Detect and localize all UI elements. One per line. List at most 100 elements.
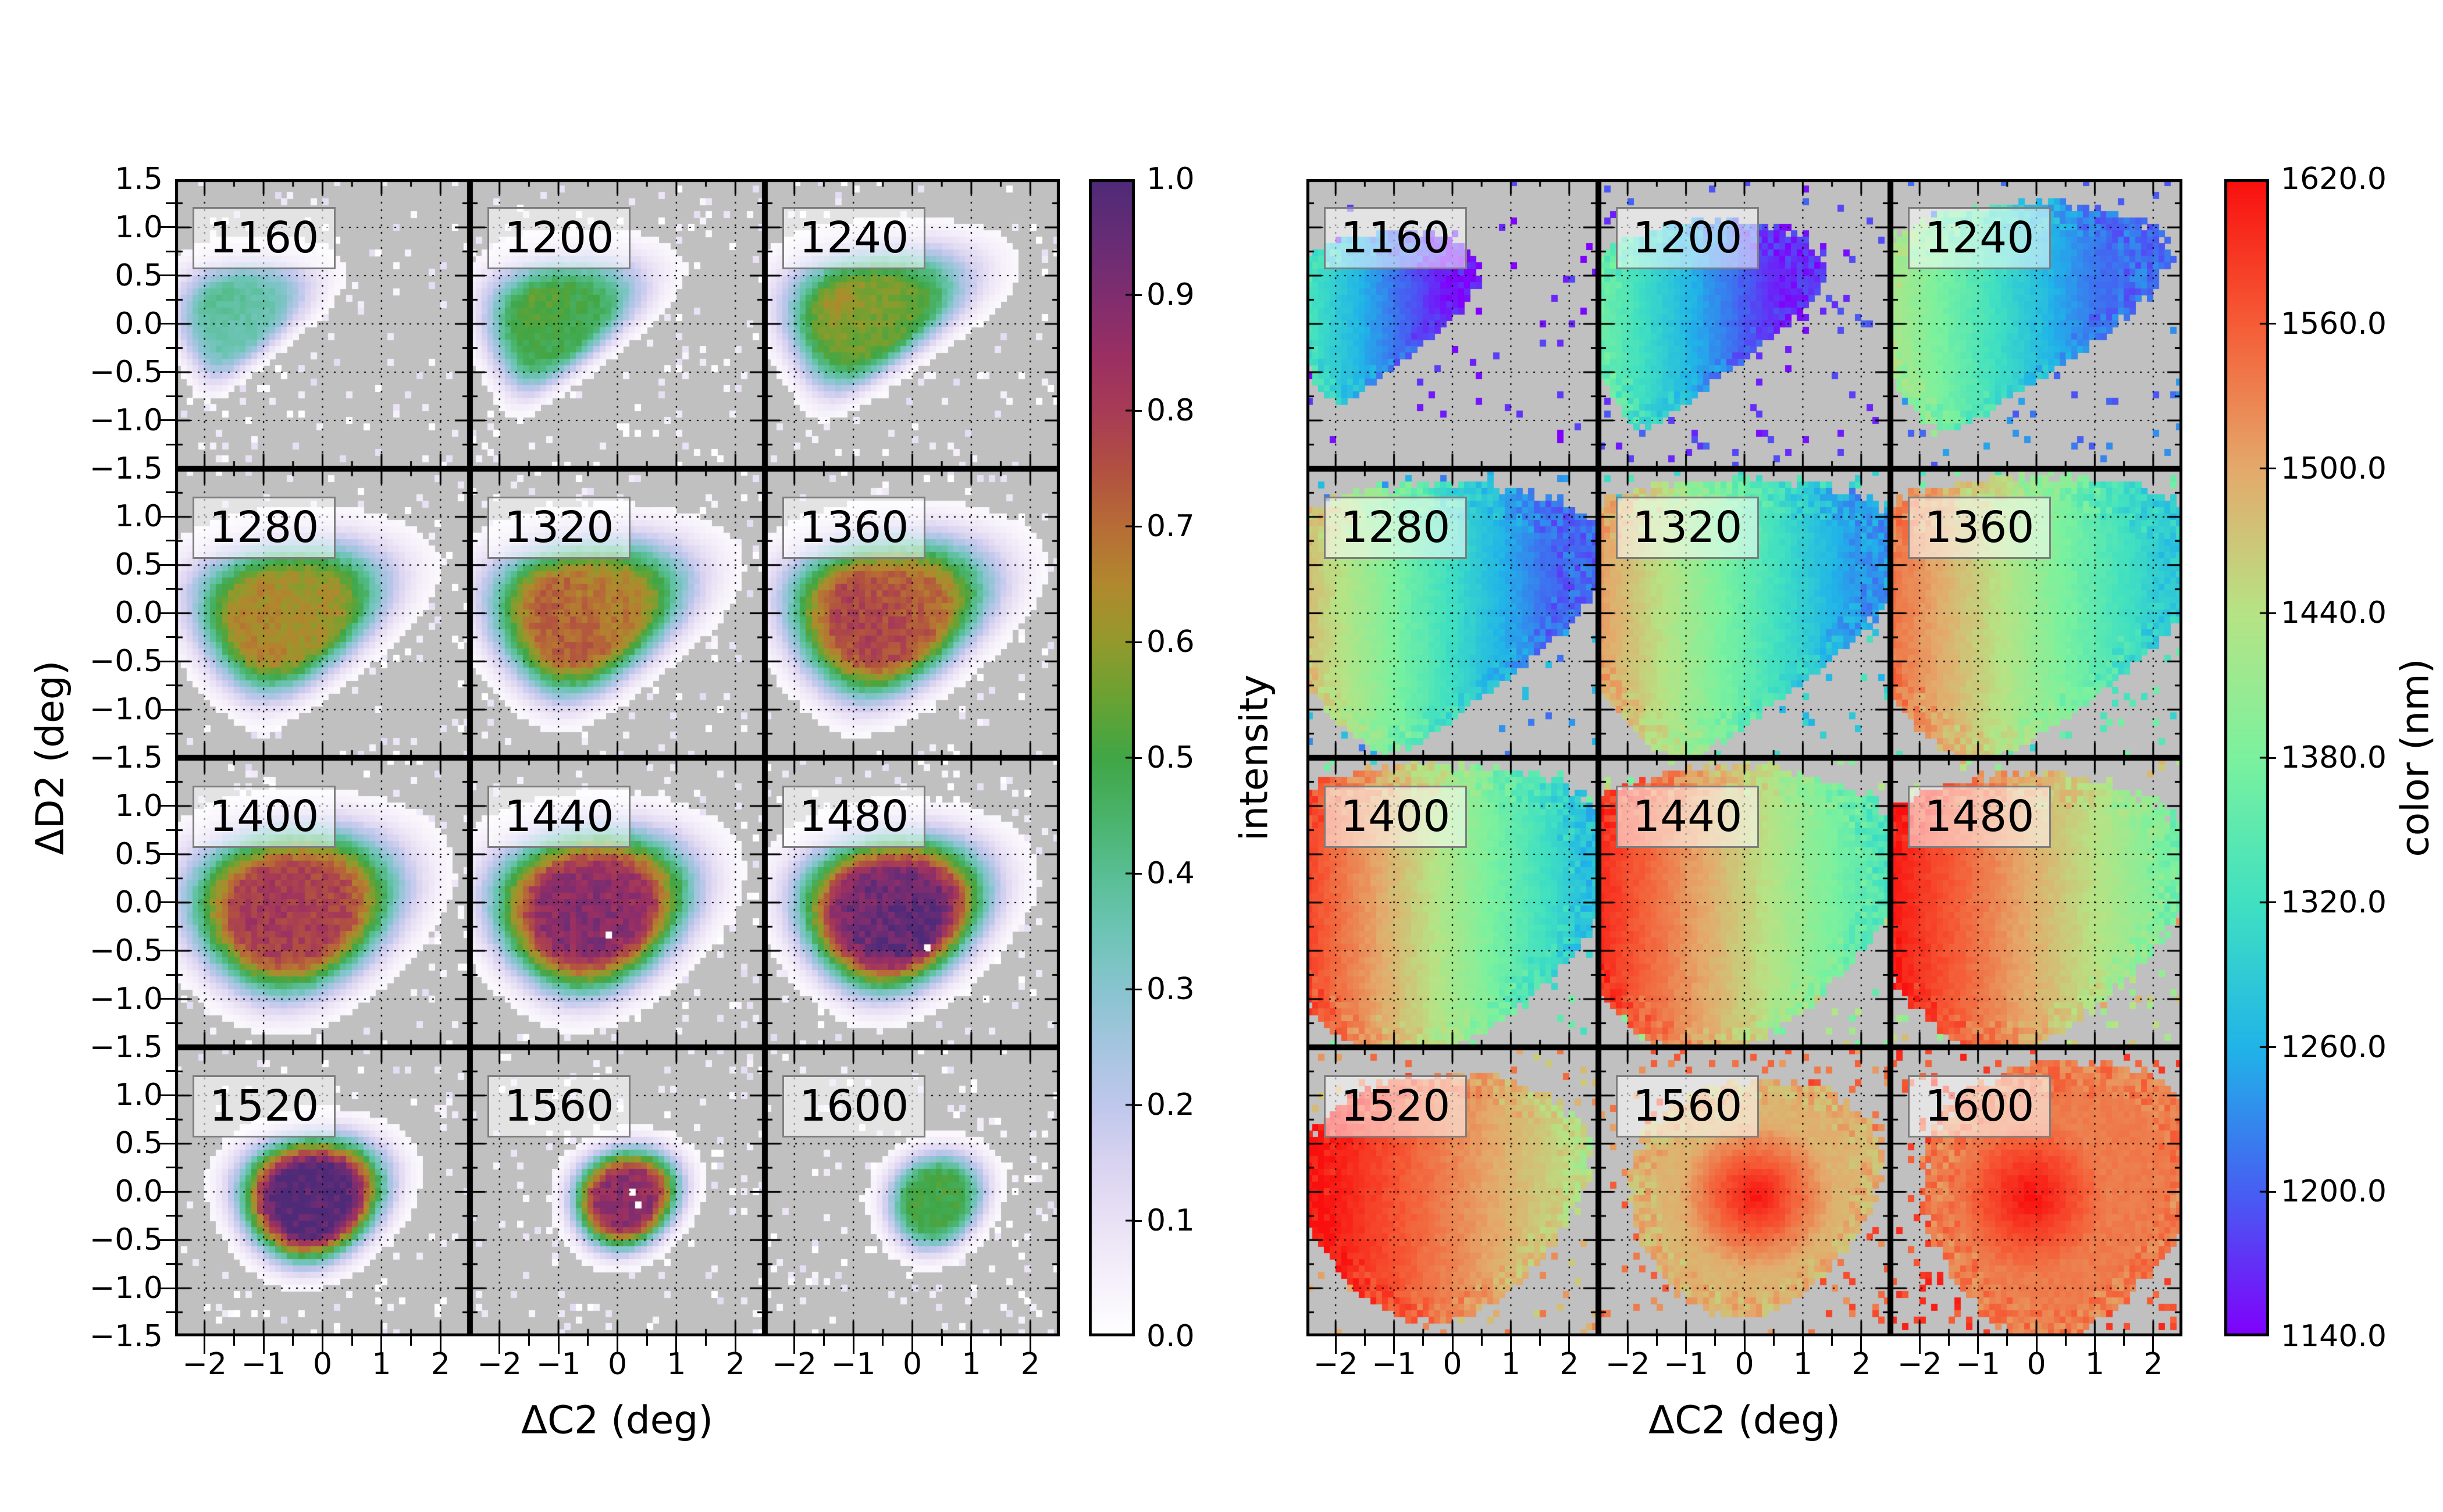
tick-mark [166, 202, 175, 204]
tick-mark [158, 1094, 175, 1096]
tick-mark [1772, 1336, 1775, 1346]
tick-mark [292, 1336, 294, 1346]
tick-mark [380, 1336, 383, 1354]
tick-mark [158, 805, 175, 807]
panel-label-1200: 1200 [487, 207, 631, 269]
tick-mark [166, 973, 175, 976]
y-tick-label: 0.0 [115, 595, 163, 631]
tick-mark [158, 660, 175, 662]
tick-mark [2269, 468, 2276, 469]
y-tick-label: −1.0 [89, 1271, 163, 1306]
tick-mark [2269, 612, 2276, 614]
y-tick-label: 0.5 [115, 258, 163, 293]
tick-mark [1393, 1336, 1395, 1354]
tick-mark [166, 636, 175, 639]
tick-mark [1655, 1336, 1658, 1346]
tick-mark [1135, 1219, 1142, 1222]
tick-mark [158, 950, 175, 952]
tick-mark [2006, 1336, 2008, 1346]
y-tick-label: 0.5 [115, 547, 163, 583]
intensity-colorbar-tick-label: 0.0 [1146, 1319, 1195, 1354]
tick-mark [166, 1167, 175, 1169]
panel-label-1560: 1560 [1616, 1075, 1760, 1137]
tick-mark [2269, 323, 2276, 325]
tick-mark [166, 733, 175, 735]
tick-mark [1135, 409, 1142, 412]
intensity-colorbar-title: intensity [1231, 674, 1277, 841]
panel-label-1280: 1280 [193, 497, 336, 559]
tick-mark [158, 1190, 175, 1193]
tick-mark [1801, 1336, 1804, 1354]
intensity-colorbar-tick-label: 0.1 [1146, 1203, 1195, 1238]
y-tick-label: 0.5 [115, 1126, 163, 1161]
tick-mark [822, 1336, 825, 1346]
tick-mark [166, 1263, 175, 1265]
tick-mark [166, 1022, 175, 1024]
color-colorbar-tick-label: 1320.0 [2281, 885, 2387, 920]
color-colorbar-tick-label: 1140.0 [2281, 1319, 2387, 1354]
tick-mark [1363, 1336, 1366, 1346]
tick-mark [158, 1239, 175, 1241]
y-tick-label: −1.5 [89, 451, 163, 486]
tick-mark [166, 250, 175, 252]
tick-mark [1831, 1336, 1833, 1346]
color-colorbar-title: color (nm) [2392, 658, 2438, 857]
tick-mark [1714, 1336, 1716, 1346]
y-tick-label: −1.0 [89, 981, 163, 1017]
panel-label-1240: 1240 [1908, 207, 2052, 269]
tick-mark [166, 395, 175, 397]
tick-mark [646, 1336, 648, 1346]
tick-mark [1135, 872, 1142, 875]
tick-mark [2035, 1336, 2038, 1354]
intensity-colorbar-tick-label: 0.6 [1146, 625, 1195, 659]
tick-mark [158, 1287, 175, 1289]
tick-mark [1509, 1336, 1512, 1354]
panel-label-1240: 1240 [782, 207, 926, 269]
tick-mark [882, 1336, 884, 1346]
tick-mark [166, 684, 175, 687]
y-tick-label: 0.0 [115, 885, 163, 920]
tick-mark [2269, 1046, 2276, 1048]
tick-mark [1000, 1336, 1002, 1346]
y-tick-label: 1.0 [115, 209, 163, 245]
tick-mark [166, 1070, 175, 1072]
tick-mark [2064, 1336, 2067, 1346]
panel-label-1160: 1160 [193, 207, 336, 269]
tick-mark [528, 1336, 530, 1346]
color-colorbar-tick-label: 1260.0 [2281, 1029, 2387, 1065]
intensity-colorbar-tick-label: 0.9 [1146, 277, 1195, 312]
panel-label-1600: 1600 [1908, 1075, 2052, 1137]
panel-label-1160: 1160 [1324, 207, 1468, 269]
y-tick-label: −1.0 [89, 402, 163, 438]
tick-mark [262, 1336, 265, 1354]
tick-mark [158, 998, 175, 1000]
tick-mark [166, 588, 175, 590]
tick-mark [2269, 1190, 2276, 1193]
tick-mark [911, 1336, 913, 1354]
x-axis-label-right: ΔC2 (deg) [1648, 1397, 1841, 1443]
color-colorbar-tick-label: 1560.0 [2281, 306, 2387, 341]
tick-mark [439, 1336, 441, 1354]
panel-label-1360: 1360 [1908, 497, 2052, 559]
y-tick-label: 1.0 [115, 788, 163, 823]
tick-mark [941, 1336, 943, 1346]
y-tick-label: 0.0 [115, 306, 163, 341]
color-colorbar-tick-label: 1200.0 [2281, 1174, 2387, 1210]
color-colorbar [2224, 179, 2269, 1336]
tick-mark [158, 708, 175, 711]
tick-mark [2269, 757, 2276, 759]
tick-mark [410, 1336, 412, 1346]
tick-mark [158, 612, 175, 614]
tick-mark [166, 877, 175, 879]
y-tick-label: 0.0 [115, 1174, 163, 1210]
tick-mark [705, 1336, 707, 1346]
y-tick-label: −0.5 [89, 644, 163, 679]
color-colorbar-tick-label: 1500.0 [2281, 451, 2387, 486]
panel-label-1440: 1440 [1616, 786, 1760, 848]
tick-mark [166, 780, 175, 783]
tick-mark [852, 1336, 854, 1354]
intensity-colorbar-tick-label: 0.4 [1146, 856, 1195, 891]
tick-mark [1626, 1336, 1629, 1354]
panel-label-1520: 1520 [193, 1075, 336, 1137]
tick-mark [1135, 1104, 1142, 1106]
